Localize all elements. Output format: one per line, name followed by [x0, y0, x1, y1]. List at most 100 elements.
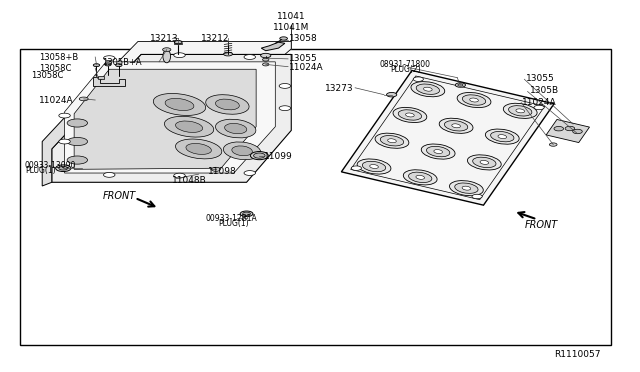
- Polygon shape: [98, 76, 104, 78]
- Ellipse shape: [104, 56, 115, 61]
- Text: 13213: 13213: [150, 34, 178, 44]
- Ellipse shape: [244, 171, 255, 176]
- Ellipse shape: [375, 133, 409, 148]
- Ellipse shape: [244, 55, 255, 60]
- Ellipse shape: [503, 103, 537, 118]
- Ellipse shape: [549, 143, 557, 146]
- Text: FRONT: FRONT: [524, 220, 557, 230]
- Ellipse shape: [388, 139, 396, 143]
- Text: 13273: 13273: [325, 84, 354, 93]
- Ellipse shape: [104, 173, 115, 177]
- Ellipse shape: [491, 131, 514, 142]
- Ellipse shape: [253, 153, 265, 158]
- Text: 08931-71800: 08931-71800: [380, 60, 430, 69]
- Ellipse shape: [205, 95, 249, 114]
- Text: 00933-12B1A: 00933-12B1A: [205, 214, 257, 223]
- Ellipse shape: [485, 129, 519, 144]
- Ellipse shape: [421, 144, 455, 159]
- Ellipse shape: [223, 52, 232, 56]
- Ellipse shape: [67, 119, 88, 127]
- Text: 11024A: 11024A: [522, 98, 556, 107]
- Ellipse shape: [444, 121, 468, 131]
- Ellipse shape: [279, 106, 291, 110]
- Ellipse shape: [163, 50, 171, 63]
- Ellipse shape: [573, 129, 582, 134]
- Ellipse shape: [211, 167, 220, 171]
- Ellipse shape: [393, 108, 427, 122]
- Text: PLUG(1): PLUG(1): [218, 219, 248, 228]
- Polygon shape: [84, 41, 291, 105]
- Ellipse shape: [470, 98, 478, 102]
- Text: 13058+B: 13058+B: [39, 52, 78, 61]
- Ellipse shape: [457, 93, 491, 108]
- Ellipse shape: [408, 172, 432, 183]
- Text: 13055: 13055: [525, 74, 554, 83]
- Ellipse shape: [59, 139, 70, 144]
- Ellipse shape: [240, 211, 253, 217]
- Polygon shape: [52, 54, 291, 182]
- Ellipse shape: [262, 63, 269, 66]
- Text: 11024A: 11024A: [289, 63, 324, 72]
- Text: R1110057: R1110057: [554, 350, 601, 359]
- Ellipse shape: [426, 146, 450, 157]
- Polygon shape: [93, 77, 125, 86]
- Text: 11048B: 11048B: [172, 176, 207, 185]
- Ellipse shape: [79, 97, 88, 101]
- Ellipse shape: [164, 116, 214, 137]
- Ellipse shape: [260, 53, 271, 58]
- Ellipse shape: [165, 99, 194, 110]
- Ellipse shape: [232, 146, 252, 155]
- Text: 11098: 11098: [208, 167, 237, 176]
- Ellipse shape: [173, 53, 185, 58]
- Ellipse shape: [413, 77, 424, 81]
- Ellipse shape: [455, 83, 465, 87]
- Ellipse shape: [452, 124, 460, 128]
- Ellipse shape: [173, 173, 185, 178]
- Ellipse shape: [387, 93, 397, 97]
- Ellipse shape: [67, 137, 88, 145]
- Ellipse shape: [175, 139, 222, 159]
- Ellipse shape: [105, 63, 111, 66]
- Text: PLUG(2): PLUG(2): [390, 65, 421, 74]
- Ellipse shape: [458, 84, 463, 86]
- Bar: [20, 49, 611, 345]
- Ellipse shape: [243, 212, 250, 215]
- Ellipse shape: [279, 84, 291, 88]
- Text: 11099: 11099: [264, 152, 293, 161]
- Ellipse shape: [480, 160, 489, 164]
- Ellipse shape: [174, 41, 182, 44]
- Ellipse shape: [225, 124, 247, 134]
- Ellipse shape: [380, 135, 404, 146]
- Polygon shape: [546, 119, 589, 142]
- Ellipse shape: [370, 164, 378, 169]
- Ellipse shape: [416, 84, 440, 94]
- Ellipse shape: [424, 87, 432, 91]
- Ellipse shape: [406, 113, 414, 117]
- Text: 00933-13090: 00933-13090: [25, 161, 76, 170]
- Ellipse shape: [280, 37, 287, 40]
- Ellipse shape: [473, 157, 496, 167]
- Ellipse shape: [250, 151, 268, 160]
- Ellipse shape: [534, 105, 544, 110]
- Ellipse shape: [411, 81, 445, 97]
- Ellipse shape: [67, 156, 88, 164]
- Ellipse shape: [398, 110, 422, 120]
- Ellipse shape: [223, 142, 260, 160]
- Ellipse shape: [93, 64, 100, 67]
- Polygon shape: [261, 42, 285, 51]
- Ellipse shape: [59, 166, 68, 170]
- Text: FRONT: FRONT: [103, 191, 136, 201]
- Polygon shape: [174, 43, 182, 44]
- Ellipse shape: [59, 113, 70, 118]
- Text: 13212: 13212: [200, 34, 229, 44]
- Text: 13055: 13055: [289, 54, 318, 62]
- Ellipse shape: [439, 118, 473, 133]
- Ellipse shape: [434, 150, 442, 154]
- Polygon shape: [341, 70, 554, 205]
- Ellipse shape: [462, 186, 470, 190]
- Ellipse shape: [186, 144, 211, 154]
- Ellipse shape: [565, 126, 575, 131]
- Text: 11024A: 11024A: [39, 96, 74, 105]
- Text: 11041
11041M: 11041 11041M: [273, 12, 310, 32]
- Ellipse shape: [357, 159, 391, 174]
